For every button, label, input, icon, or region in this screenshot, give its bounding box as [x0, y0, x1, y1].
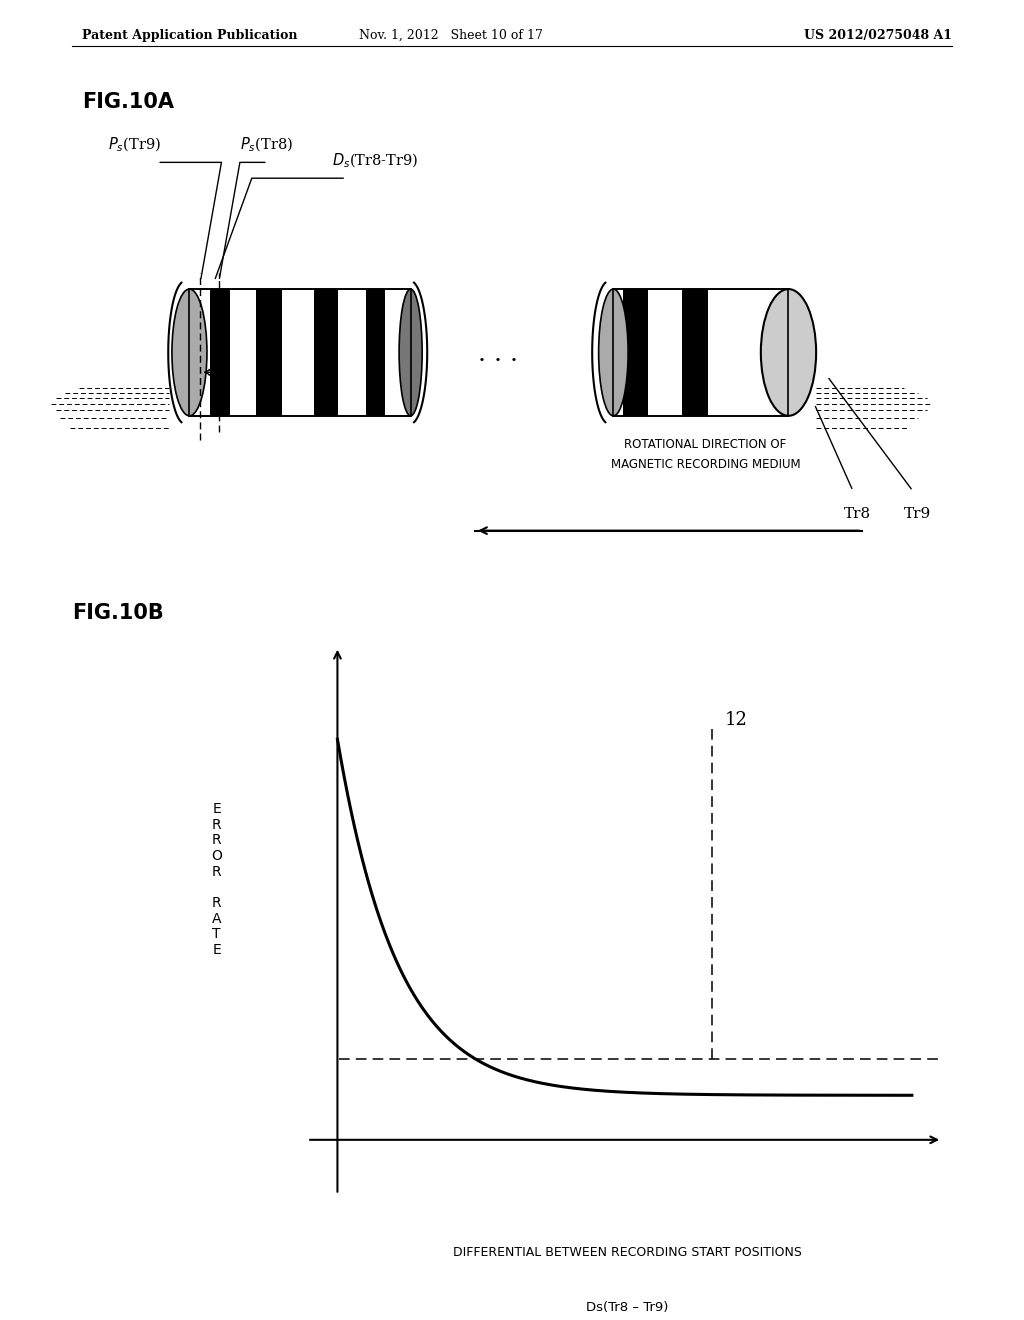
Ellipse shape — [399, 289, 422, 416]
Text: Tr8: Tr8 — [844, 507, 870, 521]
Text: . . .: . . . — [478, 342, 518, 366]
Text: US 2012/0275048 A1: US 2012/0275048 A1 — [804, 29, 952, 42]
Text: Ds(Tr8 – Tr9): Ds(Tr8 – Tr9) — [587, 1300, 669, 1313]
Text: Tr9: Tr9 — [904, 507, 931, 521]
Bar — [256, 289, 282, 416]
Text: E
R
R
O
R
 
R
A
T
E: E R R O R R A T E — [211, 803, 222, 957]
Ellipse shape — [599, 289, 628, 416]
Text: MAGNETIC RECORDING MEDIUM: MAGNETIC RECORDING MEDIUM — [610, 458, 801, 471]
Bar — [189, 289, 411, 416]
Bar — [683, 289, 709, 416]
Text: FIG.10B: FIG.10B — [72, 603, 164, 623]
Text: $P_s$(Tr8): $P_s$(Tr8) — [240, 136, 293, 154]
Text: DIFFERENTIAL BETWEEN RECORDING START POSITIONS: DIFFERENTIAL BETWEEN RECORDING START POS… — [454, 1246, 802, 1259]
Text: Patent Application Publication: Patent Application Publication — [82, 29, 297, 42]
Bar — [189, 289, 411, 416]
Bar — [367, 289, 385, 416]
Text: FIG.10A: FIG.10A — [82, 92, 174, 112]
Text: ROTATIONAL DIRECTION OF: ROTATIONAL DIRECTION OF — [625, 438, 786, 451]
Bar — [623, 289, 648, 416]
Text: Nov. 1, 2012   Sheet 10 of 17: Nov. 1, 2012 Sheet 10 of 17 — [358, 29, 543, 42]
Ellipse shape — [172, 289, 207, 416]
Ellipse shape — [761, 289, 816, 416]
Bar — [613, 289, 788, 416]
Text: $P_s$(Tr9): $P_s$(Tr9) — [109, 136, 162, 154]
Bar — [210, 289, 230, 416]
Text: 12: 12 — [724, 711, 748, 729]
Text: $D_s$(Tr8-Tr9): $D_s$(Tr8-Tr9) — [332, 152, 419, 170]
Bar — [613, 289, 788, 416]
Bar — [314, 289, 338, 416]
